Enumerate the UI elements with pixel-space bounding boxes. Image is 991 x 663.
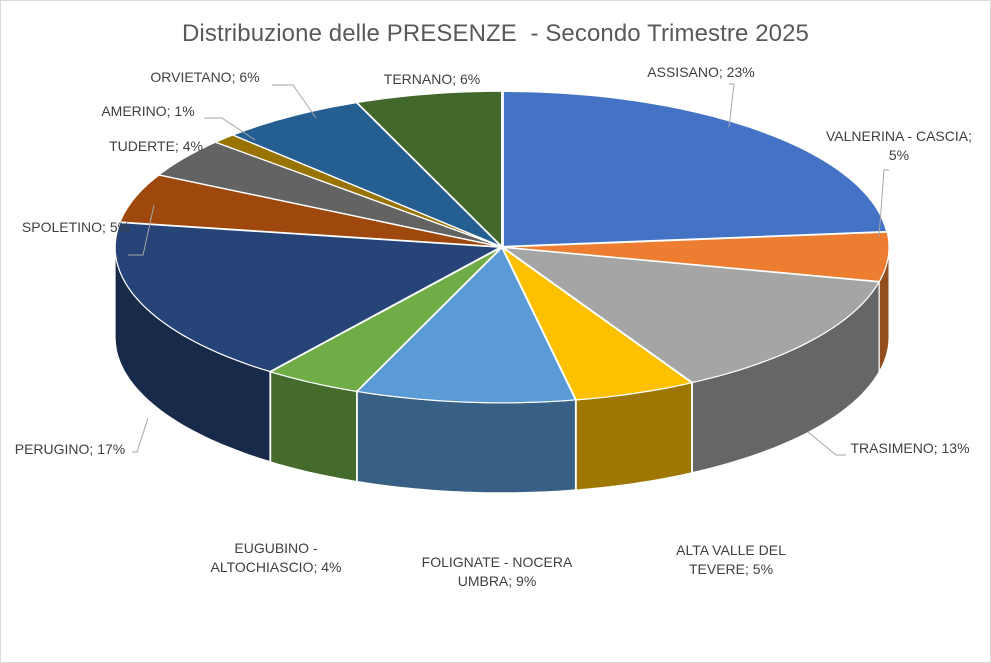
pie-slice-tuderte <box>157 141 501 248</box>
leader-lines <box>128 83 889 456</box>
pie-slice-amerino <box>214 134 501 247</box>
data-label-amerino: AMERINO; 1% <box>101 103 194 119</box>
data-label-orvietano: ORVIETANO; 6% <box>150 69 259 85</box>
data-label-ternano: TERNANO; 6% <box>384 71 480 87</box>
pie-slice-valnerina-cascia <box>503 231 890 283</box>
pie-slice-spoletino <box>119 174 501 248</box>
pie-slice-ternano <box>355 90 503 248</box>
leader-line-orvietano <box>272 84 317 119</box>
pie-slice-assisano <box>502 90 888 248</box>
leader-line-valnerina-cascia <box>878 169 889 238</box>
pie-tops <box>114 90 890 404</box>
data-label-spoletino: SPOLETINO; 5% <box>22 219 130 235</box>
data-label-valnerina-cascia: VALNERINA - CASCIA; 5% <box>826 128 972 163</box>
data-label-trasimeno: TRASIMENO; 13% <box>850 440 969 456</box>
leader-line-spoletino <box>128 204 155 256</box>
data-label-folignate-nocera-umbra: FOLIGNATE - NOCERA UMBRA; 9% <box>422 554 573 589</box>
data-labels: ASSISANO; 23% VALNERINA - CASCIA; 5% TRASIM… <box>15 64 972 589</box>
data-label-perugino: PERUGINO; 17% <box>15 441 125 457</box>
pie-slice-eugubino-altochiascio <box>269 247 502 393</box>
data-label-assisano: ASSISANO; 23% <box>647 64 754 80</box>
leader-line-perugino <box>132 417 149 453</box>
data-label-eugubino-altochiascio: EUGUBINO -ALTOCHIASCIO; 4% <box>211 540 342 575</box>
pie-slice-alta-valle-del-tevere <box>502 247 694 401</box>
data-label-tuderte: TUDERTE; 4% <box>109 138 203 154</box>
chart-title: Distribuzione delle PRESENZE - Secondo T… <box>181 20 809 47</box>
pie-slice-trasimeno <box>501 246 881 384</box>
pie-side-folignate-nocera-umbra <box>356 390 576 494</box>
data-label-alta-valle-del-tevere: ALTA VALLE DEL TEVERE; 5% <box>676 542 786 577</box>
pie-slice-folignate-nocera-umbra <box>356 246 577 404</box>
pie-slice-orvietano <box>231 102 502 247</box>
leader-line-amerino <box>204 117 256 141</box>
pie-slice-perugino <box>114 221 503 373</box>
pie-sides <box>114 247 890 494</box>
leader-line-assisano <box>728 83 735 128</box>
leader-line-trasimeno <box>807 431 846 456</box>
